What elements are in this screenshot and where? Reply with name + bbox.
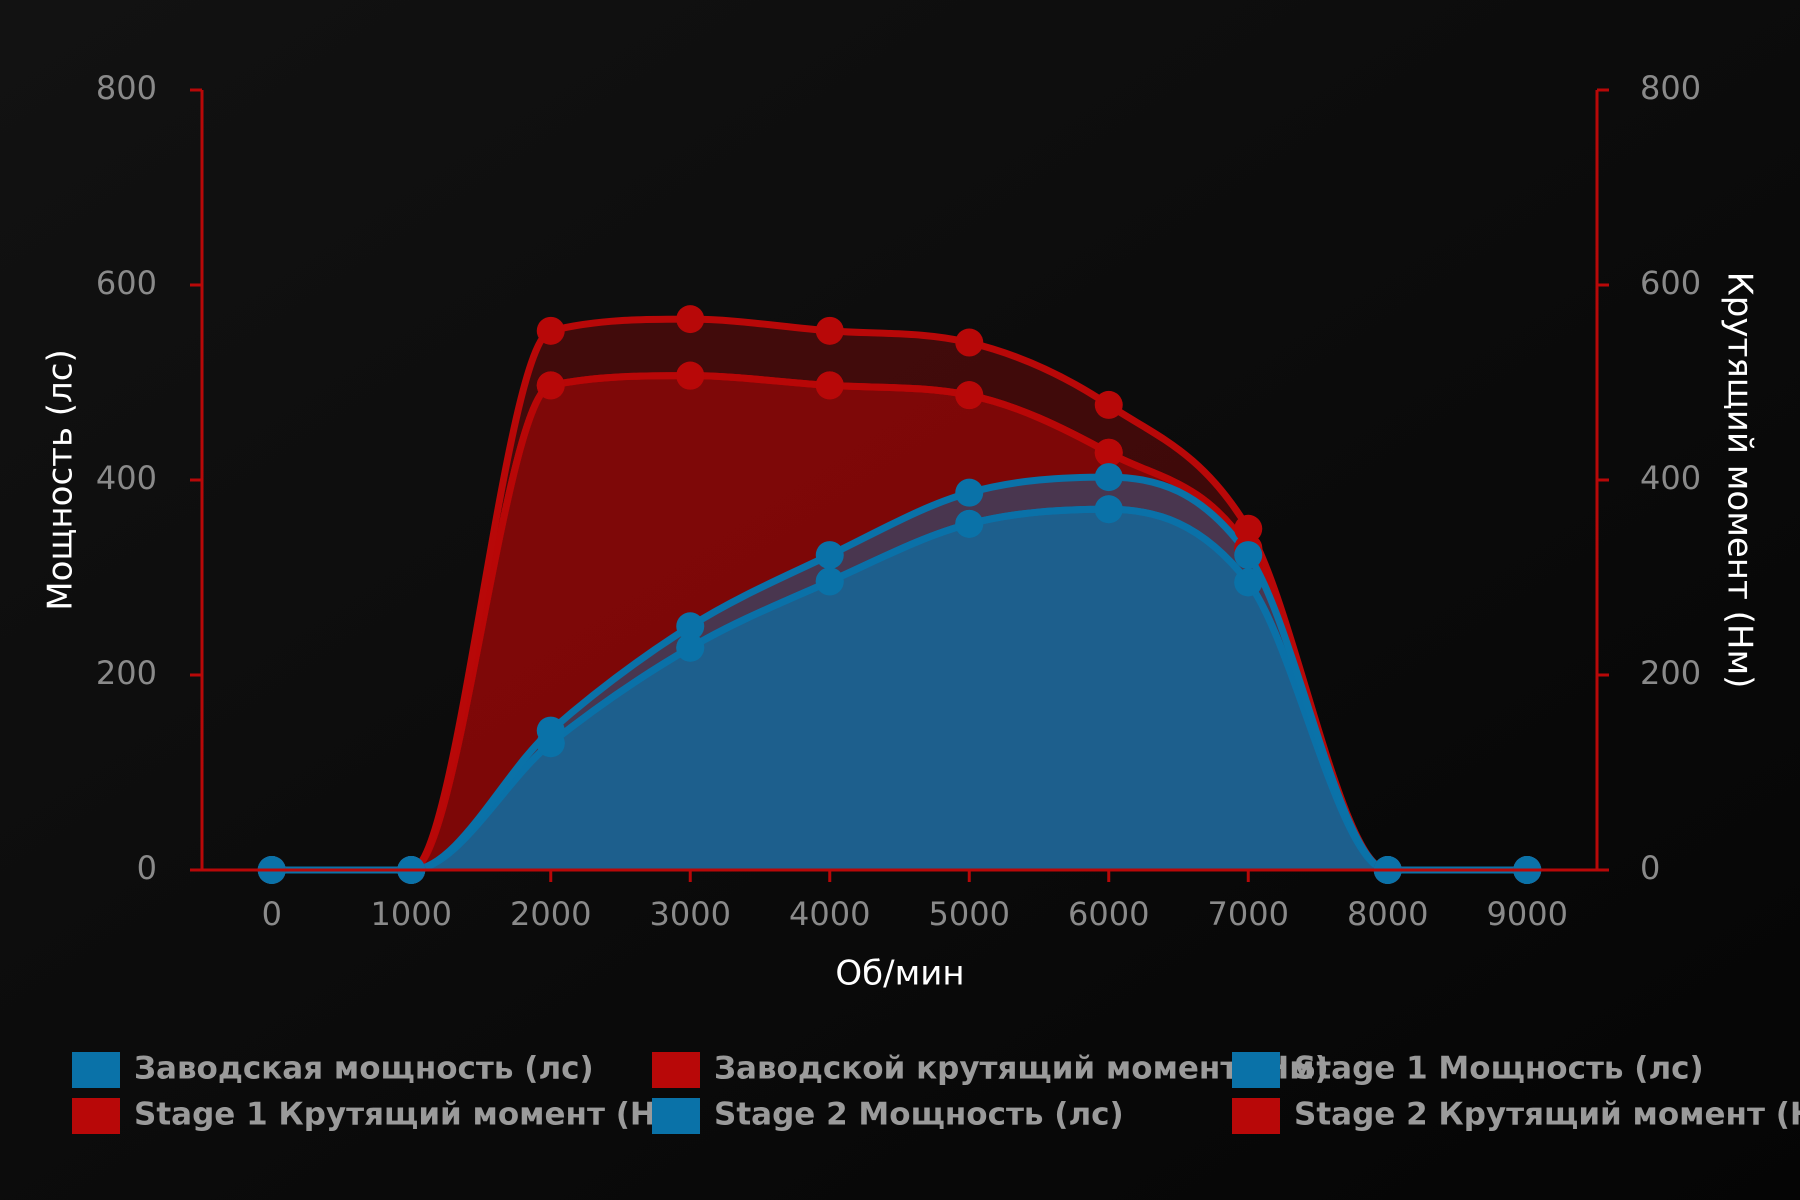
point [815,371,844,400]
point [1094,438,1123,467]
point [536,716,565,745]
legend-swatch [1232,1052,1280,1088]
y2-tick-label: 200 [1640,654,1701,692]
point [955,509,984,538]
legend-swatch [652,1098,700,1134]
legend: Заводская мощность (лс) Заводской крутящи… [72,1051,1800,1134]
y-tick-label: 200 [96,654,157,692]
point [1234,514,1263,543]
x-axis-label: Об/мин [835,954,964,994]
y2-tick-label: 600 [1640,264,1701,302]
point [1094,463,1123,492]
y-tick-label: 800 [96,69,157,107]
legend-label: Заводская мощность (лс) [134,1051,594,1087]
legend-label: Заводской крутящий момент (Нм) [714,1051,1329,1087]
x-tick-label: 9000 [1487,895,1568,933]
y-tick-label: 400 [96,459,157,497]
y2-axis-label: Крутящий момент (Нм) [1720,272,1760,689]
area [271,477,1528,870]
point [1234,568,1263,597]
area [271,375,1528,870]
point [676,633,705,662]
y-tick-label: 600 [96,264,157,302]
x-tick-label: 4000 [789,895,870,933]
legend-label: Stage 1 Крутящий момент (Нм) [134,1097,695,1133]
y2-tick-label: 800 [1640,69,1701,107]
legend-swatch [1232,1098,1280,1134]
x-tick-label: 6000 [1068,895,1149,933]
point [1234,541,1263,570]
y2-tick-label: 0 [1640,849,1660,887]
point [815,316,844,345]
point [955,381,984,410]
x-tick-label: 5000 [929,895,1010,933]
point [815,567,844,596]
legend-label: Stage 2 Крутящий момент (Нм) [1294,1097,1800,1133]
area [271,509,1528,870]
point [676,361,705,390]
x-tick-label: 2000 [510,895,591,933]
x-tick-label: 3000 [650,895,731,933]
point [676,305,705,334]
x-tick-label: 8000 [1347,895,1428,933]
area [271,319,1528,870]
y-tick-label: 0 [137,849,157,887]
point [955,478,984,507]
x-tick-label: 7000 [1208,895,1289,933]
point [955,328,984,357]
point [1094,495,1123,524]
legend-swatch [652,1052,700,1088]
line [271,473,1528,874]
legend-swatch [72,1098,120,1134]
point [536,316,565,345]
legend-label: Stage 2 Мощность (лс) [714,1097,1124,1133]
x-tick-label: 0 [262,895,282,933]
point [1094,390,1123,419]
x-tick-label: 1000 [371,895,452,933]
area [271,509,1528,870]
legend-label: Stage 1 Мощность (лс) [1294,1051,1704,1087]
point [815,541,844,570]
y2-tick-label: 400 [1640,459,1701,497]
point [676,612,705,641]
point [536,371,565,400]
area [271,375,1528,870]
legend-swatch [72,1052,120,1088]
y-axis-label: Мощность (лс) [41,349,81,611]
